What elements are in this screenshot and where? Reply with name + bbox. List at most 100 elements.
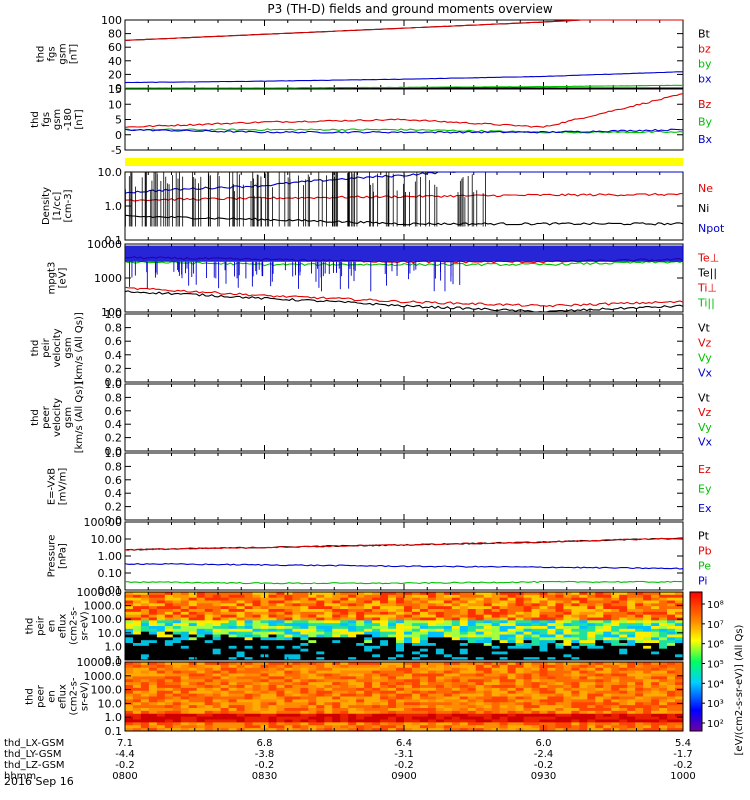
fgs_dsl-ylabel: thd fgs gsm -180 [nT] <box>30 108 85 131</box>
peir_velocity-ylabel-line: gsm <box>63 337 74 358</box>
peer_velocity-legend-item: Vt <box>698 391 711 404</box>
fgs_dsl-ytick-label: 5 <box>115 114 122 127</box>
colorbar-tick-label: 10³ <box>707 699 724 710</box>
peer_velocity-ytick-label: 0.4 <box>105 418 123 431</box>
efield-frame <box>124 452 684 521</box>
peir_eflux-ylabel-line: peir <box>36 615 47 635</box>
peer_velocity-ytick-label: 0.0 <box>105 445 123 458</box>
fgs_dsl-ytick-label: 0 <box>115 129 122 142</box>
efield-ylabel-line: E=-VxB <box>47 468 58 505</box>
x-axis-tick-value: -3.8 <box>255 749 275 760</box>
density-ylabel-line: [cm-3] <box>63 189 74 222</box>
peer_eflux-ylabel-line: thd <box>25 688 36 705</box>
temperature-ytick-label: 100 <box>101 306 122 319</box>
x-axis-tick-value: -0.2 <box>255 760 275 771</box>
efield-ytick-label: 0.2 <box>105 501 123 514</box>
pressure-legend-item: Pe <box>698 560 711 573</box>
temperature-legend-item: Ti|| <box>697 297 715 310</box>
fgs_dsl-legend-item: Bx <box>698 133 713 146</box>
pressure-ylabel-line: Pressure <box>47 535 58 578</box>
peir_eflux-ytick-label: 10.0 <box>98 627 123 640</box>
peer_velocity-ylabel-line: [km/s (All Qs)] <box>74 382 85 454</box>
peir_eflux-spectrogram <box>125 592 684 661</box>
temperature-ylabel-line: [eV] <box>58 268 69 289</box>
fgs_dsl-series-By <box>125 128 684 134</box>
x-axis-tick-value: 0800 <box>112 771 137 782</box>
panel-pressure: 100.00 10.00 1.00 0.10 0.01 Pressure [nPa] Pt Pb… <box>47 516 712 597</box>
fgs-ylabel-line: [nT] <box>69 44 80 64</box>
density-legend-item: Ne <box>698 182 713 195</box>
colorbar-tick-label: 10⁴ <box>707 679 724 690</box>
fgs-series-bx <box>124 71 683 84</box>
peer_eflux-ytick-label: 0.1 <box>105 725 123 738</box>
temperature-legend-item: Te|| <box>697 267 717 280</box>
fgs-series-bz <box>125 19 683 41</box>
fgs_dsl-ylabel-line: -180 <box>63 108 74 131</box>
peer_eflux-spectrogram <box>125 662 684 732</box>
peir_velocity-ytick-label: 0.8 <box>105 322 123 335</box>
pressure-ytick-label: 1.00 <box>98 550 123 563</box>
x-axis-tick-value: -4.4 <box>115 749 135 760</box>
temperature-legend-item: Te⊥ <box>697 252 719 265</box>
fgs_dsl-ylabel-line: thd <box>30 111 41 128</box>
peir_velocity-frame <box>124 313 684 383</box>
fgs-legend-item: by <box>698 58 712 71</box>
pressure-legend-item: Pi <box>698 575 707 588</box>
pressure-legend-item: Pt <box>698 530 710 543</box>
peir_eflux-ytick-label: 1000.0 <box>84 600 123 613</box>
peir_velocity-legend-item: Vx <box>698 367 713 380</box>
peer_eflux-ytick-label: 1.0 <box>105 711 123 724</box>
fgs-ytick-label: 100 <box>101 14 122 27</box>
x-axis-tick-value: 0830 <box>252 771 277 782</box>
fgs_dsl-ylabel-line: gsm <box>52 109 63 130</box>
yellow-status-bar <box>125 158 683 166</box>
x-axis-row-label: thd_LZ-GSM <box>4 760 65 771</box>
x-axis-tick-value: -0.2 <box>115 760 135 771</box>
x-axis-tick-value: -3.1 <box>394 749 414 760</box>
fgs-ytick-label: 80 <box>108 28 122 41</box>
density-ylabel-line: Density <box>41 187 52 225</box>
fgs_dsl-ytick-label: 10 <box>108 98 122 111</box>
peer_eflux-ylabel-line: (cm2-s- <box>69 677 80 715</box>
x-axis-row-label: thd_LX-GSM <box>4 738 64 749</box>
peer_velocity-legend-item: Vx <box>698 436 713 449</box>
temperature-legend-item: Ti⊥ <box>697 282 717 295</box>
peir_velocity-legend-item: Vy <box>698 352 712 365</box>
efield-ytick-label: 0.6 <box>105 474 123 487</box>
fgs_dsl-series-Bx <box>124 128 684 134</box>
x-axis-tick-value: -0.2 <box>673 760 693 771</box>
temperature-ylabel: mpgt3 [eV] <box>47 262 69 295</box>
peir_velocity-ytick-label: 0.2 <box>105 362 123 375</box>
peer_eflux-ylabel-line: sr-eV) <box>80 682 91 711</box>
x-axis-tick-value: 5.4 <box>675 738 691 749</box>
peer_velocity-ylabel: thd peer velocity gsm [km/s (All Qs)] <box>30 382 85 454</box>
x-axis-tick-value: 0930 <box>531 771 556 782</box>
peir_eflux-ytick-label: 0.1 <box>105 654 123 667</box>
peer_velocity-legend-item: Vy <box>698 421 712 434</box>
fgs-ytick-label: 20 <box>108 68 122 81</box>
temperature-series-Te⊥ <box>124 286 684 308</box>
peir_eflux-ylabel-line: sr-eV) <box>80 611 91 640</box>
fgs_dsl-series-Bz <box>124 93 684 129</box>
fgs_dsl-legend: Bz By Bx <box>698 98 713 146</box>
colorbar-tick-label: 10⁸ <box>707 600 724 611</box>
date-label: 2016 Sep 16 <box>4 775 74 788</box>
peir_velocity-ylabel-line: peir <box>41 337 52 357</box>
x-axis-tick-value: -1.7 <box>673 749 693 760</box>
peer_eflux-ylabel-line: eflux <box>58 684 69 709</box>
peer_velocity-legend-item: Vz <box>698 406 712 419</box>
pressure-series-Pi <box>124 563 684 570</box>
peir_velocity-ytick-label: 0.6 <box>105 335 123 348</box>
peir_eflux-ytick-label: 10000.0 <box>77 586 123 599</box>
density-legend-item: Npot <box>698 222 725 235</box>
fgs-series-by <box>125 84 684 89</box>
peir_velocity-ylabel-line: velocity <box>52 328 63 367</box>
panel-fgs_dsl: 15 10 5 0 -5 thd fgs gsm -180 [nT] Bz By Bx <box>30 83 713 157</box>
colorbar: 10⁸ 10⁷ 10⁶ 10⁵ 10⁴ 10³ 10² [eV/(cm2-s-sr-eV)] … <box>689 591 745 755</box>
temperature-spikes <box>125 245 683 292</box>
fgs-ylabel-line: fgs <box>47 46 58 61</box>
